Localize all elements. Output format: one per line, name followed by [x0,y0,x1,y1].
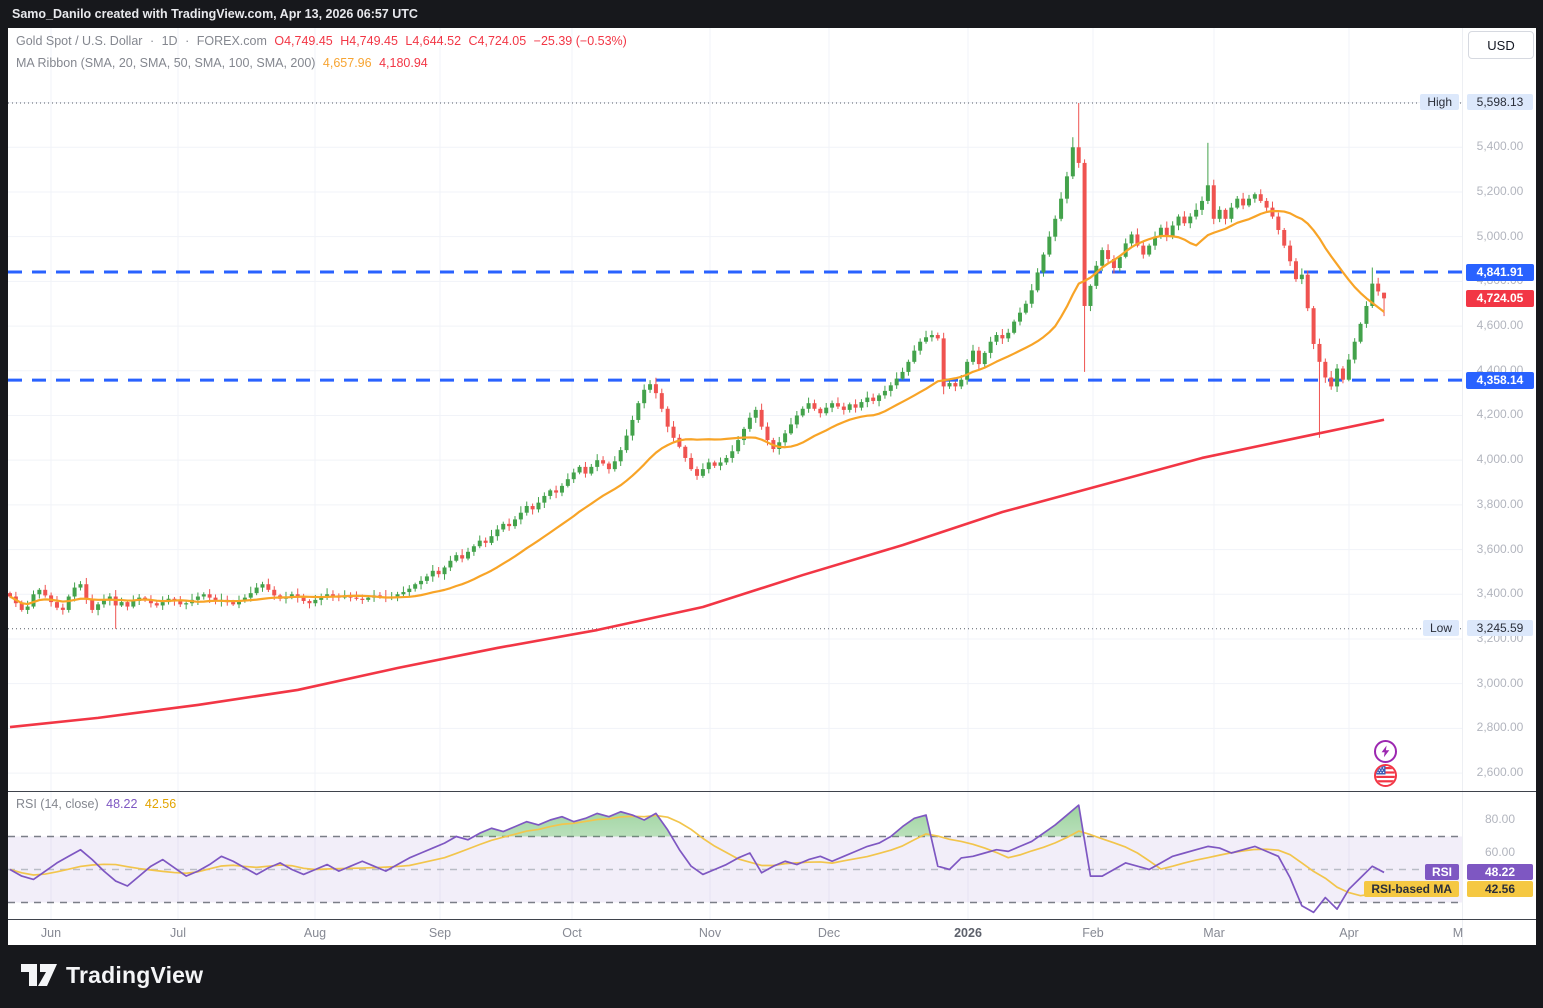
price-tick-label: 3,800.00 [1464,497,1536,511]
rsi-value-badge: 48.22 [1467,864,1533,880]
high-value: H4,749.45 [340,34,398,48]
rsi-tag-chip: RSI [1425,864,1459,880]
high-price-label: 5,598.13 [1467,94,1533,110]
ma-ribbon-legend[interactable]: MA Ribbon (SMA, 20, SMA, 50, SMA, 100, S… [16,56,432,70]
price-tick-label: 4,600.00 [1464,318,1536,332]
brand-wordmark: TradingView [66,962,203,989]
rsi-ma-tag-chip: RSI-based MA [1364,881,1459,897]
low-chip: Low [1423,620,1459,636]
symbol-legend[interactable]: Gold Spot / U.S. Dollar · 1D · FOREX.com… [16,34,631,48]
time-axis-label-feb: Feb [1063,926,1123,940]
us-flag-icon[interactable] [1374,764,1397,787]
time-axis-label-oct: Oct [542,926,602,940]
lightning-icon[interactable] [1374,740,1397,763]
tradingview-screenshot: Samo_Danilo created with TradingView.com… [0,0,1543,1008]
price-tick-label: 3,600.00 [1464,542,1536,556]
feed-label: FOREX.com [197,34,267,48]
price-tick-label: 4,200.00 [1464,407,1536,421]
time-axis-label-jun: Jun [21,926,81,940]
price-tick-label: 5,400.00 [1464,139,1536,153]
sma20-value: 4,657.96 [323,56,372,70]
time-axis-label-m: M [1428,926,1488,940]
rsi-tick-label: 60.00 [1464,845,1536,859]
time-axis-label-2026: 2026 [938,926,998,940]
legend-separator: · [185,34,189,48]
close-value: C4,724.05 [469,34,527,48]
time-axis-label-apr: Apr [1319,926,1379,940]
price-tick-label: 5,000.00 [1464,229,1536,243]
high-chip: High [1420,94,1459,110]
time-axis-label-dec: Dec [799,926,859,940]
rsi-ma-badge-row: RSI-based MA 42.56 [0,881,1543,899]
time-axis-label-nov: Nov [680,926,740,940]
price-tick-label: 4,000.00 [1464,452,1536,466]
level-badge-lower: 4,358.14 [1466,372,1534,389]
time-axis-label-sep: Sep [410,926,470,940]
tradingview-mark-icon [20,960,58,990]
time-axis-label-aug: Aug [285,926,345,940]
price-tick-label: 3,000.00 [1464,676,1536,690]
pane-separator[interactable] [8,791,1536,792]
low-price-label: 3,245.59 [1467,620,1533,636]
interval-label[interactable]: 1D [162,34,178,48]
price-tick-label: 5,200.00 [1464,184,1536,198]
rsi-legend[interactable]: RSI (14, close) 48.22 42.56 [16,797,180,811]
rsi-tick-label: 80.00 [1464,812,1536,826]
rsi-ma-value-badge: 42.56 [1467,881,1533,897]
change-value: −25.39 (−0.53%) [534,34,627,48]
legend-separator: · [150,34,154,48]
low-value: L4,644.52 [405,34,461,48]
rsi-badge-row: RSI 48.22 [0,864,1543,882]
currency-button[interactable]: USD [1468,31,1534,59]
last-price-badge: 4,724.05 [1466,290,1534,307]
high-marker-row: High 5,598.13 [0,94,1543,112]
level-badge-upper: 4,841.91 [1466,264,1534,281]
price-tick-label: 2,800.00 [1464,720,1536,734]
sma200-value: 4,180.94 [379,56,428,70]
symbol-title[interactable]: Gold Spot / U.S. Dollar [16,34,142,48]
open-value: O4,749.45 [274,34,332,48]
ma-ribbon-title[interactable]: MA Ribbon (SMA, 20, SMA, 50, SMA, 100, S… [16,56,315,70]
price-scale-border [1462,28,1463,945]
axis-separator[interactable] [8,919,1536,920]
rsi-ma-value: 42.56 [145,797,176,811]
low-marker-row: Low 3,245.59 [0,620,1543,638]
time-axis-label-jul: Jul [148,926,208,940]
rsi-title[interactable]: RSI (14, close) [16,797,99,811]
footer-bar: TradingView [0,945,1543,1008]
price-tick-label: 2,600.00 [1464,765,1536,779]
tradingview-logo[interactable]: TradingView [20,960,203,990]
time-axis-label-mar: Mar [1184,926,1244,940]
price-tick-label: 3,400.00 [1464,586,1536,600]
rsi-value: 48.22 [106,797,137,811]
